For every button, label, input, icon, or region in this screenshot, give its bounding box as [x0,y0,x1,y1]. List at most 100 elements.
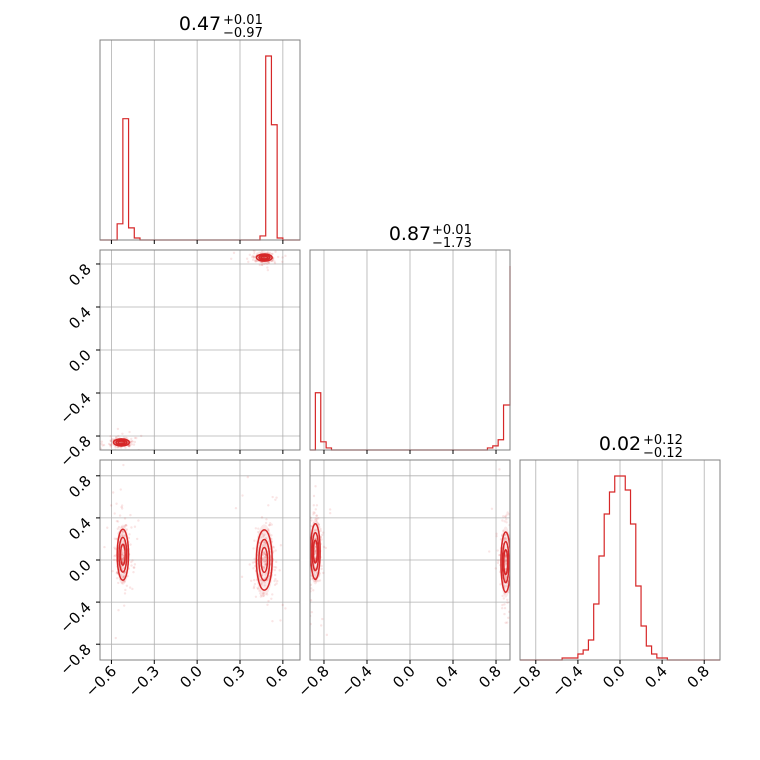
sample-x0_y2-1-13 [262,591,265,595]
sample-x0_y2-0-135 [121,575,124,579]
title-2-value: 0.02 [599,433,641,455]
sample-x0_y1-0-175 [102,443,106,447]
sample-x0_y1-1-66 [281,256,284,259]
sample-x1_y2-0-145 [312,504,315,507]
sample-x0_y1-1-17 [273,260,276,263]
sample-x0_y1-0-189 [115,436,118,439]
sample-x1_y2-1-149 [505,513,509,516]
sample-x1_y2-0-148 [317,523,320,526]
sample-x0_y1-0-12 [130,437,133,441]
sample-x0_y1-0-177 [124,436,128,439]
sample-x1_y2-0-22 [313,549,317,552]
sample-x0_y2-1-124 [270,523,273,526]
xtick-label-2-3: 0.4 [641,662,671,692]
sample-x0_y1-1-186 [245,257,249,260]
sample-x0_y2-1-186 [261,532,264,536]
sample-x0_y1-0-60 [128,445,131,448]
sample-x0_y1-1-63 [263,251,266,254]
sample-x0_y1-1-99 [256,252,259,255]
sample-x0_y2-0-102 [132,570,135,574]
title-0-value: 0.47 [179,13,221,35]
sample-x0_y2-0-84 [115,502,118,505]
sample-x1_y2-1-84 [490,507,494,511]
sample-x0_y1-0-113 [129,440,133,444]
sample-x0_y2-1-144 [273,583,277,587]
sample-x0_y2-1-109 [263,556,267,559]
sample-x0_y1-0-144 [132,443,136,446]
sample-x0_y1-1-90 [284,254,287,258]
contour-x0_y1-1-1 [258,254,271,261]
sample-x0_y1-1-18 [248,253,252,257]
sample-x0_y2-0-98 [133,566,136,569]
sample-x0_y2-0-28 [125,584,129,588]
sample-x1_y2-0-7 [321,533,324,537]
sample-x1_y2-1-35 [503,538,506,541]
sample-x0_y2-1-114 [273,568,277,572]
sample-x0_y2-0-192 [117,581,120,585]
sample-x1_y2-1-164 [504,554,508,557]
sample-x1_y2-0-182 [315,537,318,541]
sample-x0_y2-1-24 [278,569,281,572]
sample-x0_y2-0-43 [122,530,125,533]
sample-x1_y2-1-68 [504,515,507,518]
sample-x0_y1-0-98 [114,446,117,449]
sample-x0_y2-0-114 [112,491,115,494]
sample-x0_y2-1-14 [262,594,266,598]
sample-x0_y2-1-48 [234,506,238,510]
sample-x0_y2-1-122 [268,523,271,527]
sample-x0_y2-1-72 [279,544,283,547]
sample-x0_y2-0-164 [124,524,127,527]
sample-x0_y2-0-198 [120,504,124,507]
sample-x0_y2-0-144 [133,563,137,566]
sample-x1_y2-0-178 [317,523,320,526]
xtick-label-0-2: 0.0 [176,662,206,692]
contour-x1_y2-0-1 [311,531,320,572]
sample-x0_y2-0-150 [124,588,127,592]
sample-x0_y2-1-37 [267,575,271,579]
sample-x0_y1-0-54 [122,436,126,439]
xtick-label-1-2: 0.0 [389,662,419,692]
sample-x0_y2-0-194 [121,559,124,563]
sample-x1_y2-0-39 [307,528,309,530]
sample-x1_y2-1-168 [495,532,498,536]
sample-x1_y2-0-109 [314,508,318,511]
sample-x0_y2-1-105 [259,592,262,595]
sample-x0_y2-0-50 [123,592,127,595]
ytick-label-2-0: −0.8 [56,640,94,678]
sample-x0_y1-1-210 [254,260,257,263]
sample-x0_y2-0-91 [130,526,133,529]
sample-x1_y2-1-114 [502,515,505,518]
contour-x0_y2-1-1 [258,538,271,582]
ytick-label-1-0: −0.8 [56,432,94,470]
sample-x0_y1-1-108 [258,263,262,267]
sample-x0_y2-0-21 [117,525,121,529]
sample-x0_y2-0-82 [119,488,122,491]
sample-x0_y2-1-192 [261,594,264,598]
sample-x0_y2-0-64 [121,560,125,564]
sample-x0_y1-0-194 [124,446,127,449]
sample-x0_y1-1-67 [267,261,271,264]
sample-x0_y1-0-204 [100,447,103,450]
sample-x0_y2-0-66 [109,504,113,507]
sample-x0_y2-1-68 [263,540,266,544]
title-0-plus: +0.01 [223,13,263,28]
xtick-label-1-3: 0.4 [432,662,462,692]
sample-x1_y2-0-74 [314,580,318,583]
sample-x0_y1-0-159 [109,439,112,442]
sample-x0_y1-0-42 [100,440,104,443]
sample-x0_y1-0-122 [108,443,112,447]
sample-x1_y2-0-72 [321,617,324,621]
histogram-0 [100,55,300,241]
sample-x0_y2-0-195 [115,538,118,541]
sample-x0_y2-1-115 [271,545,275,548]
title-2-plus: +0.12 [643,433,683,448]
sample-x1_y2-1-12 [498,553,501,557]
title-param-0: 0.47 [179,13,221,35]
sample-x0_y1-1-126 [247,260,250,264]
sample-x0_y1-1-30 [266,251,270,254]
sample-x0_y1-1-40 [271,258,275,261]
sample-x0_y1-0-18 [116,427,120,431]
sample-x0_y2-1-138 [271,495,274,499]
sample-x0_y2-1-28 [263,565,266,569]
sample-x0_y1-0-156 [109,443,113,446]
